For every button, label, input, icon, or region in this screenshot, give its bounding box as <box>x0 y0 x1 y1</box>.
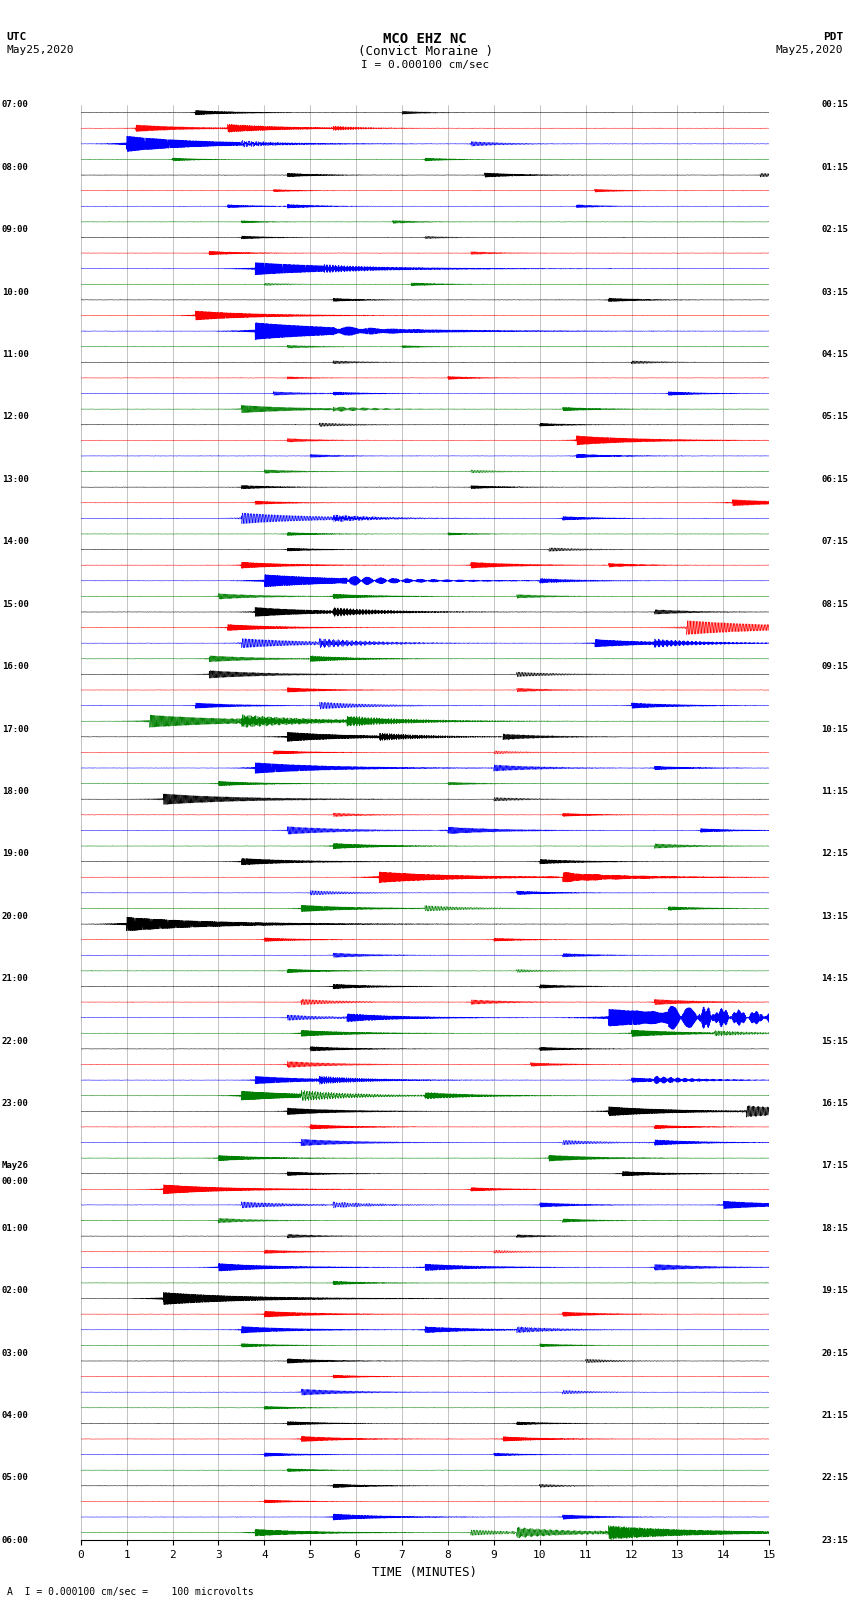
Text: 04:00: 04:00 <box>2 1411 29 1419</box>
Text: 16:15: 16:15 <box>821 1098 848 1108</box>
Text: 06:15: 06:15 <box>821 474 848 484</box>
Text: 07:00: 07:00 <box>2 100 29 110</box>
Text: 17:00: 17:00 <box>2 724 29 734</box>
Text: 15:00: 15:00 <box>2 600 29 608</box>
Text: 02:00: 02:00 <box>2 1286 29 1295</box>
Text: 01:00: 01:00 <box>2 1224 29 1232</box>
Text: 11:15: 11:15 <box>821 787 848 795</box>
Text: 23:15: 23:15 <box>821 1536 848 1545</box>
Text: 19:15: 19:15 <box>821 1286 848 1295</box>
Text: 22:15: 22:15 <box>821 1474 848 1482</box>
Text: 13:15: 13:15 <box>821 911 848 921</box>
Text: 10:00: 10:00 <box>2 287 29 297</box>
Text: 06:00: 06:00 <box>2 1536 29 1545</box>
Text: 01:15: 01:15 <box>821 163 848 171</box>
Text: UTC: UTC <box>7 32 27 42</box>
Text: 14:15: 14:15 <box>821 974 848 984</box>
Text: 18:15: 18:15 <box>821 1224 848 1232</box>
Text: 17:15: 17:15 <box>821 1161 848 1171</box>
Text: 12:00: 12:00 <box>2 413 29 421</box>
Text: 11:00: 11:00 <box>2 350 29 360</box>
Text: 22:00: 22:00 <box>2 1037 29 1045</box>
Text: PDT: PDT <box>823 32 843 42</box>
Text: 12:15: 12:15 <box>821 850 848 858</box>
Text: 04:15: 04:15 <box>821 350 848 360</box>
Text: 02:15: 02:15 <box>821 226 848 234</box>
Text: 08:15: 08:15 <box>821 600 848 608</box>
X-axis label: TIME (MINUTES): TIME (MINUTES) <box>372 1566 478 1579</box>
Text: 00:15: 00:15 <box>821 100 848 110</box>
Text: (Convict Moraine ): (Convict Moraine ) <box>358 45 492 58</box>
Text: 15:15: 15:15 <box>821 1037 848 1045</box>
Text: 14:00: 14:00 <box>2 537 29 547</box>
Text: MCO EHZ NC: MCO EHZ NC <box>383 32 467 47</box>
Text: 20:15: 20:15 <box>821 1348 848 1358</box>
Text: 10:15: 10:15 <box>821 724 848 734</box>
Text: 00:00: 00:00 <box>2 1177 29 1186</box>
Text: May26: May26 <box>2 1161 29 1171</box>
Text: 16:00: 16:00 <box>2 661 29 671</box>
Text: A  I = 0.000100 cm/sec =    100 microvolts: A I = 0.000100 cm/sec = 100 microvolts <box>7 1587 253 1597</box>
Text: 05:15: 05:15 <box>821 413 848 421</box>
Text: 07:15: 07:15 <box>821 537 848 547</box>
Text: 03:15: 03:15 <box>821 287 848 297</box>
Text: 03:00: 03:00 <box>2 1348 29 1358</box>
Text: I = 0.000100 cm/sec: I = 0.000100 cm/sec <box>361 60 489 69</box>
Text: 23:00: 23:00 <box>2 1098 29 1108</box>
Text: 21:00: 21:00 <box>2 974 29 984</box>
Text: 09:15: 09:15 <box>821 661 848 671</box>
Text: 13:00: 13:00 <box>2 474 29 484</box>
Text: May25,2020: May25,2020 <box>7 45 74 55</box>
Text: 20:00: 20:00 <box>2 911 29 921</box>
Text: 19:00: 19:00 <box>2 850 29 858</box>
Text: 05:00: 05:00 <box>2 1474 29 1482</box>
Text: 08:00: 08:00 <box>2 163 29 171</box>
Text: 21:15: 21:15 <box>821 1411 848 1419</box>
Text: 09:00: 09:00 <box>2 226 29 234</box>
Text: May25,2020: May25,2020 <box>776 45 843 55</box>
Text: 18:00: 18:00 <box>2 787 29 795</box>
